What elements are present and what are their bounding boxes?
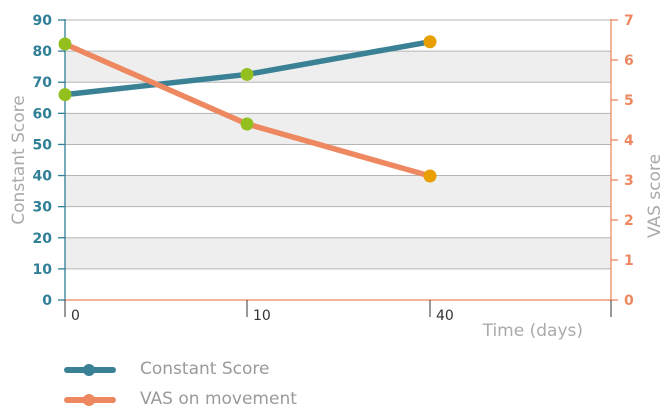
left-tick-label: 10 bbox=[33, 262, 53, 278]
x-axis-ticks: 0 10 40 bbox=[64, 300, 612, 324]
data-point-1-0 bbox=[58, 37, 72, 51]
data-point-0-2 bbox=[423, 35, 437, 49]
left-tick-label: 40 bbox=[33, 169, 53, 185]
legend-item-constant-score: Constant Score bbox=[62, 358, 362, 388]
plot-band bbox=[65, 113, 611, 145]
left-axis-ticks: 0 10 20 30 40 50 60 70 80 90 bbox=[33, 13, 65, 309]
x-tick-label: 40 bbox=[436, 308, 454, 324]
left-tick-label: 20 bbox=[33, 231, 53, 247]
left-tick-label: 30 bbox=[33, 200, 53, 216]
plot-band bbox=[65, 237, 611, 269]
plot-band bbox=[65, 175, 611, 207]
left-tick-label: 70 bbox=[33, 75, 53, 91]
legend-label: Constant Score bbox=[140, 359, 270, 379]
data-point-0-1 bbox=[240, 67, 254, 81]
right-axis-label: VAS score bbox=[645, 154, 665, 238]
right-tick-label: 2 bbox=[624, 213, 634, 229]
right-tick-label: 6 bbox=[624, 53, 634, 69]
left-tick-label: 50 bbox=[33, 137, 53, 153]
axes bbox=[64, 19, 612, 301]
right-tick-label: 3 bbox=[624, 173, 634, 189]
left-tick-label: 0 bbox=[42, 293, 52, 309]
left-tick-label: 80 bbox=[33, 44, 53, 60]
right-tick-label: 1 bbox=[624, 253, 634, 269]
x-axis-label: Time (days) bbox=[482, 321, 583, 341]
right-tick-label: 0 bbox=[624, 293, 634, 309]
x-tick-label: 0 bbox=[71, 308, 80, 324]
left-tick-label: 90 bbox=[33, 13, 53, 29]
data-point-1-1 bbox=[240, 117, 254, 131]
legend: Constant Score VAS on movement bbox=[62, 358, 362, 418]
legend-marker-icon bbox=[83, 394, 95, 406]
legend-marker-icon bbox=[83, 364, 95, 376]
right-tick-label: 4 bbox=[624, 133, 634, 149]
data-point-0-0 bbox=[58, 88, 72, 102]
series bbox=[58, 35, 437, 183]
left-tick-label: 60 bbox=[33, 106, 53, 122]
legend-item-vas-on-movement: VAS on movement bbox=[62, 388, 362, 418]
right-tick-label: 5 bbox=[624, 93, 634, 109]
data-point-1-2 bbox=[423, 169, 437, 183]
chart: 0 10 20 30 40 50 60 70 80 90 0 1 2 3 4 5 6 7 0 10 40 Const… bbox=[9, 13, 665, 341]
right-axis-ticks: 0 1 2 3 4 5 6 7 bbox=[611, 13, 634, 309]
right-tick-label: 7 bbox=[624, 13, 634, 29]
x-tick-label: 10 bbox=[253, 308, 271, 324]
legend-label: VAS on movement bbox=[140, 389, 297, 409]
left-axis-label: Constant Score bbox=[9, 95, 29, 224]
